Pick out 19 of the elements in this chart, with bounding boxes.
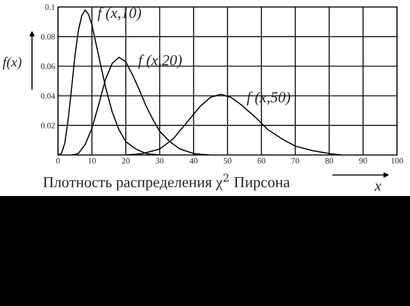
x-tick-label: 50 [224,158,232,164]
text: x [374,184,382,191]
x-tick-label: 60 [258,158,266,164]
y-axis-title: f(x) [2,56,22,70]
y-tick-label: 0.1 [45,4,55,10]
x-tick-label: 100 [391,158,403,164]
x-tick-label: 80 [325,158,334,164]
x-tick-label: 40 [190,158,198,164]
y-tick-label: 0.08 [40,34,55,40]
y-tick-label: 0.04 [40,93,56,99]
x-axis-title: Плотность распределения χ$^{2}$ Пирсона [43,174,290,190]
x-tick-label: 0 [56,158,60,164]
x-tick-label: 30 [156,158,164,164]
x-tick-label: 90 [359,158,367,164]
x-tick-label: 70 [292,158,300,164]
y-tick-label: 0.02 [40,122,55,128]
x-tick-label: 20 [122,158,130,164]
y-tick-label: 0.06 [40,64,55,70]
x-tick-label: 10 [88,158,96,164]
